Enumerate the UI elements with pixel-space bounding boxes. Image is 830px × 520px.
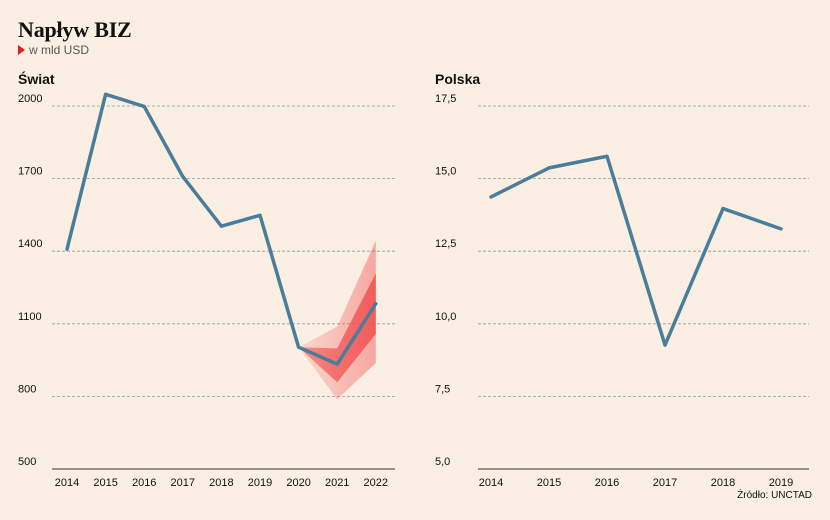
- y-tick-label: 1400: [18, 238, 42, 250]
- triangle-marker-icon: [18, 45, 25, 55]
- y-tick-label: 800: [18, 383, 36, 395]
- x-tick-label: 2015: [537, 477, 561, 489]
- y-tick-label: 1100: [18, 311, 42, 323]
- y-tick-label: 12,5: [435, 238, 456, 250]
- y-tick-label: 15,0: [435, 166, 456, 178]
- y-tick-label: 1700: [18, 166, 42, 178]
- x-tick-label: 2018: [209, 477, 233, 489]
- x-tick-label: 2014: [55, 477, 79, 489]
- x-tick-label: 2020: [286, 477, 310, 489]
- y-tick-label: 10,0: [435, 311, 456, 323]
- x-tick-label: 2017: [653, 477, 677, 489]
- panel-title-world: Świat: [18, 71, 55, 87]
- y-tick-label: 500: [18, 456, 36, 468]
- y-tick-label: 7,5: [435, 383, 450, 395]
- series-line: [489, 154, 783, 347]
- x-tick-label: 2018: [711, 477, 735, 489]
- x-tick-label: 2015: [93, 477, 117, 489]
- chart-subtitle: w mld USD: [18, 43, 89, 57]
- x-tick-label: 2016: [132, 477, 156, 489]
- unit-label: w mld USD: [29, 43, 90, 57]
- panel-title-poland: Polska: [435, 71, 481, 87]
- y-tick-label: 2000: [18, 93, 42, 105]
- y-tick-label: 5,0: [435, 456, 450, 468]
- x-tick-label: 2022: [364, 477, 388, 489]
- x-tick-label: 2016: [595, 477, 619, 489]
- x-tick-label: 2021: [325, 477, 349, 489]
- x-tick-label: 2017: [171, 477, 195, 489]
- source-note: Źródło: UNCTAD: [737, 490, 812, 501]
- y-tick-label: 17,5: [435, 93, 456, 105]
- chart-title: Napływ BIZ: [18, 17, 132, 42]
- x-tick-label: 2019: [248, 477, 272, 489]
- x-tick-label: 2014: [479, 477, 503, 489]
- x-tick-label: 2019: [769, 477, 793, 489]
